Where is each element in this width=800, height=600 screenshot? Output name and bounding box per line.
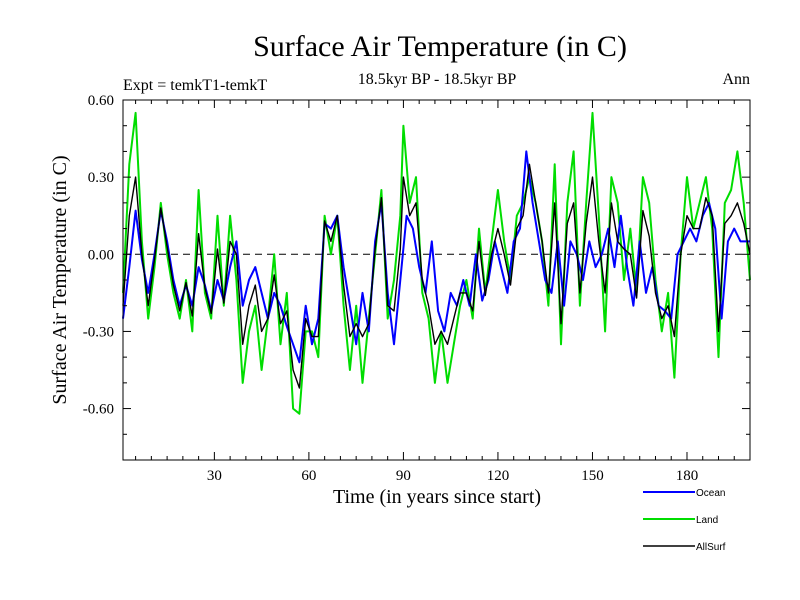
series-line-allsurf xyxy=(122,163,751,389)
x-tick-label: 180 xyxy=(676,468,699,484)
y-tick-label: -0.30 xyxy=(83,324,114,340)
period-label: 18.5kyr BP - 18.5kyr BP xyxy=(358,71,517,88)
experiment-label: Expt = temkT1-temkT xyxy=(123,77,267,94)
series-line-land xyxy=(122,111,751,415)
legend: Ocean Land AllSurf xyxy=(643,488,726,553)
y-tick-label: 0.00 xyxy=(88,247,114,263)
y-axis-label: Surface Air Temperature (in C) xyxy=(49,155,71,404)
y-tick-label: 0.60 xyxy=(88,93,114,109)
legend-label-ocean: Ocean xyxy=(696,488,725,499)
chart-title: Surface Air Temperature (in C) xyxy=(253,30,627,63)
legend-label-land: Land xyxy=(696,515,718,526)
y-tick-label: -0.60 xyxy=(83,402,114,418)
y-tick-label: 0.30 xyxy=(88,170,114,186)
x-tick-label: 60 xyxy=(301,468,316,484)
x-tick-label: 90 xyxy=(396,468,411,484)
x-tick-label: 120 xyxy=(487,468,510,484)
x-axis-label: Time (in years since start) xyxy=(333,486,541,508)
season-label: Ann xyxy=(722,71,750,88)
series-line-ocean xyxy=(122,150,750,364)
x-tick-label: 150 xyxy=(581,468,604,484)
x-tick-label: 30 xyxy=(207,468,222,484)
legend-label-allsurf: AllSurf xyxy=(696,542,726,553)
plot-area: 30 60 90 120 150 180 0.60 0.30 0.00 -0.30 -0.60 xyxy=(83,93,751,484)
